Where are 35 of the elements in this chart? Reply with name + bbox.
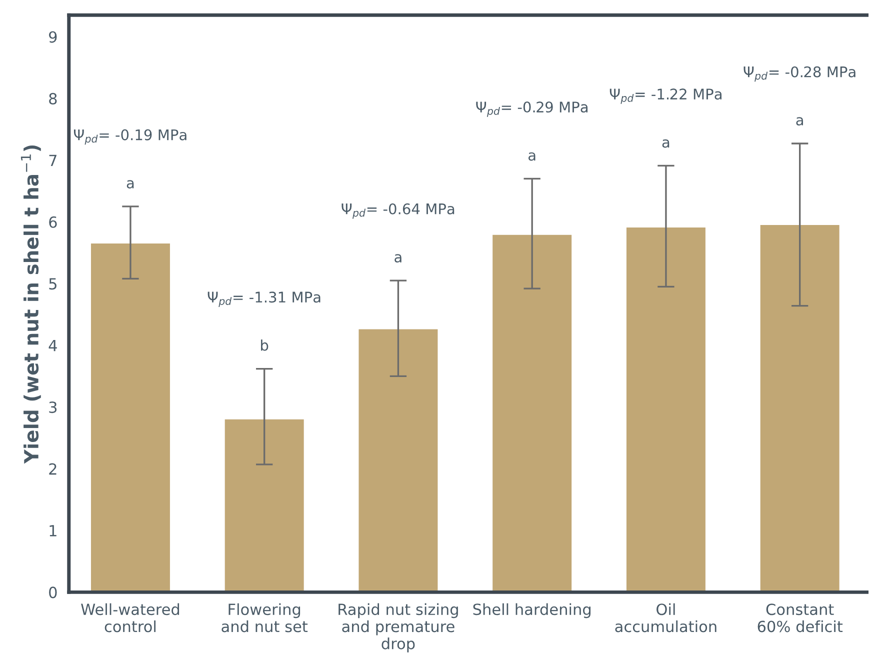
bar bbox=[760, 224, 840, 592]
x-tick-label: Well-watered control bbox=[81, 603, 180, 632]
annotation: Ψ$_{pd}$= -1.22 MPa bbox=[610, 88, 722, 104]
x-tick-label: Rapid nut sizing and premature drop bbox=[338, 603, 458, 652]
annotation: Ψ$_{pd}$= -0.28 MPa bbox=[744, 66, 856, 82]
y-tick-label: 4 bbox=[48, 340, 57, 352]
annotation: a bbox=[662, 139, 670, 148]
y-tick-label: 8 bbox=[49, 92, 57, 104]
annotation: Ψ$_{pd}$= -0.64 MPa bbox=[342, 203, 454, 219]
bar bbox=[224, 419, 304, 592]
bar bbox=[90, 243, 170, 592]
y-axis-title: Yield (wet nut in shell t ha$^{−1}$) bbox=[20, 145, 41, 464]
y-tick-label: 6 bbox=[49, 216, 57, 228]
y-tick-label: 5 bbox=[49, 278, 56, 290]
y-tick-label: 1 bbox=[50, 525, 56, 536]
annotation: b bbox=[261, 340, 268, 351]
bar bbox=[492, 234, 572, 592]
y-tick-label: 3 bbox=[49, 402, 57, 414]
y-tick-label: 0 bbox=[49, 586, 57, 598]
y-tick-label: 9 bbox=[49, 31, 57, 43]
annotation: a bbox=[528, 152, 536, 161]
x-tick-label: Shell hardening bbox=[473, 603, 590, 618]
annotation: Ψ$_{pd}$= -1.31 MPa bbox=[208, 292, 320, 307]
x-tick-label: Flowering and nut set bbox=[222, 603, 308, 632]
annotation: a bbox=[394, 254, 402, 263]
annotation: Ψ$_{pd}$= -0.29 MPa bbox=[476, 102, 588, 117]
annotation: Ψ$_{pd}$= -0.19 MPa bbox=[74, 129, 186, 145]
bar bbox=[358, 329, 438, 592]
x-tick-label: Constant 60% deficit bbox=[758, 604, 843, 632]
y-tick-label: 2 bbox=[49, 463, 56, 475]
annotation: a bbox=[126, 180, 134, 188]
y-tick-label: 7 bbox=[49, 154, 56, 166]
x-tick-label: Oil accumulation bbox=[615, 603, 716, 632]
bar bbox=[626, 227, 706, 592]
annotation: a bbox=[796, 117, 803, 126]
